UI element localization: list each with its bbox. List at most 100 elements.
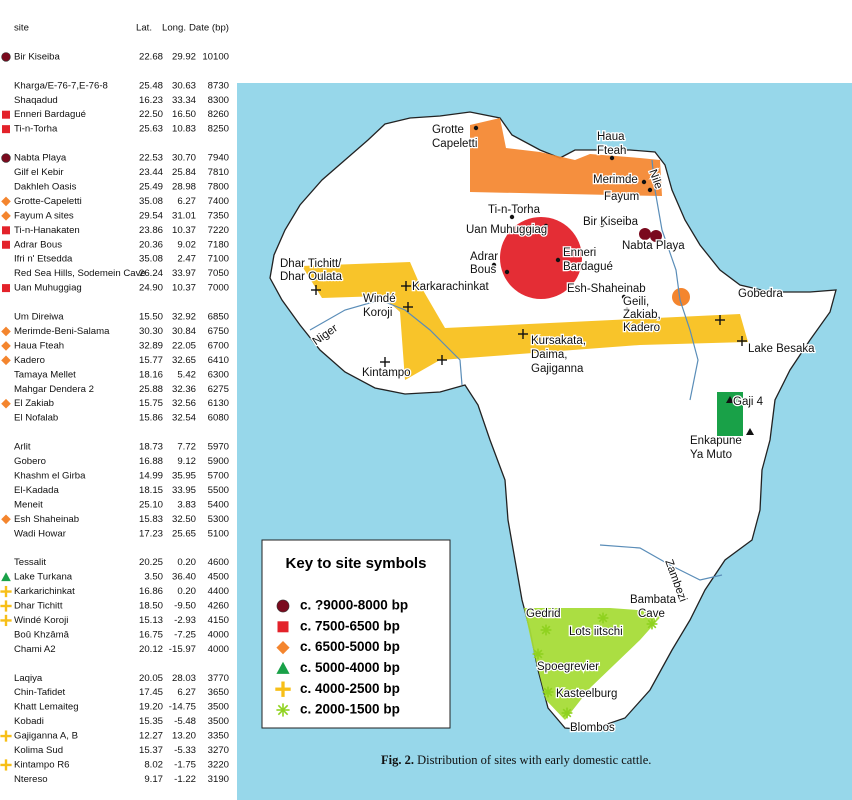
symbol-diamond	[1, 196, 11, 207]
map-label: Grotte	[432, 124, 464, 136]
table-cell: Khashm el Girba	[14, 470, 86, 481]
map-label: Merimde	[593, 174, 638, 186]
map-label: Dhar Oulata	[280, 271, 343, 283]
table-cell: 12.27	[139, 731, 163, 742]
symbol-circle	[1, 52, 11, 62]
table-cell: 6750	[208, 326, 229, 337]
table-cell: 4500	[208, 572, 229, 583]
table-cell: 22.53	[139, 153, 163, 164]
table-cell: 9.17	[144, 774, 163, 785]
symbol-cross	[4, 759, 8, 771]
table-cell: Tamaya Mellet	[14, 369, 76, 380]
table-cell: 30.70	[172, 153, 196, 164]
table-cell: 23.86	[139, 225, 163, 236]
table-cell: Laqiya	[14, 673, 43, 684]
symbol-cross	[4, 585, 8, 598]
orange-site	[672, 288, 690, 306]
table-cell: Nabta Playa	[14, 153, 67, 164]
table-cell: -7.25	[174, 629, 196, 640]
table-cell: 26.24	[139, 268, 164, 279]
symbol-diamond	[1, 355, 11, 366]
symbol-diamond	[276, 641, 290, 655]
table-cell: 20.05	[139, 673, 163, 684]
table-cell: 15.75	[139, 398, 163, 409]
table-cell: Shaqadud	[14, 95, 58, 106]
map-label: Esh-Shaheinab	[567, 283, 646, 295]
table-cell: 7000	[208, 283, 229, 294]
table-cell: Dakhleh Oasis	[14, 181, 77, 192]
table-cell: 32.36	[172, 384, 196, 395]
symbol-star	[533, 649, 543, 659]
table-cell: 8.02	[144, 759, 163, 770]
table-cell: 16.86	[139, 586, 163, 597]
symbol-diamond	[1, 196, 11, 207]
symbol-diamond	[1, 341, 11, 351]
table-cell: 29.54	[139, 210, 164, 221]
table-cell: 24.90	[139, 283, 163, 294]
table-cell: 22.05	[172, 340, 196, 351]
table-cell: Wadi Howar	[14, 528, 67, 539]
map-label: Spoegrevier	[537, 661, 599, 673]
symbol-cross	[275, 681, 291, 697]
site-dot	[491, 262, 497, 268]
map-label: Bardagué	[563, 261, 613, 273]
symbol-square	[2, 110, 10, 119]
table-cell: 33.97	[172, 268, 196, 279]
symbol-cross	[0, 730, 12, 742]
table-cell: Um Direiwa	[14, 312, 64, 323]
symbol-cross	[0, 614, 12, 627]
map-label: Dhar Tichitt/	[280, 258, 342, 270]
map-label: Koroji	[363, 307, 392, 319]
map-label: Geili,	[623, 296, 649, 308]
symbol-square	[2, 125, 10, 134]
map-label: Capeletti	[432, 138, 477, 150]
table-cell: 32.92	[172, 312, 196, 323]
table-cell: Karkarichinkat	[14, 586, 75, 597]
table-cell: El-Kadada	[14, 485, 59, 496]
table-cell: Lake Turkana	[14, 572, 73, 583]
table-cell: Kharga/E-76-7,E-76-8	[14, 80, 108, 91]
symbol-square	[2, 226, 10, 235]
symbol-star	[540, 624, 552, 636]
table-cell: 32.50	[172, 514, 196, 525]
table-cell: 3770	[208, 673, 229, 684]
table-cell: 15.13	[139, 615, 163, 626]
symbol-cross	[0, 585, 12, 598]
symbol-cross	[0, 600, 12, 612]
table-header: Lat.	[136, 23, 152, 34]
table-cell: Khatt Lemaiteg	[14, 702, 79, 713]
symbol-triangle	[276, 661, 290, 674]
table-cell: 6275	[208, 384, 229, 395]
table-cell: 3270	[208, 745, 229, 756]
symbol-diamond	[1, 211, 11, 221]
table-cell: -15.97	[169, 644, 196, 655]
symbol-circle	[276, 599, 290, 613]
lime-zone	[524, 608, 665, 720]
site-dot	[641, 179, 647, 185]
table-cell: 17.45	[139, 687, 163, 698]
symbol-cross	[281, 681, 285, 697]
table-cell: Kadero	[14, 355, 45, 366]
table-cell: Arlit	[14, 442, 31, 453]
symbol-diamond	[1, 514, 11, 525]
table-cell: 33.95	[172, 485, 196, 496]
table-cell: 4600	[208, 557, 229, 568]
map-label: Uan Muhuggiag	[466, 224, 547, 236]
red-zone	[500, 217, 582, 299]
table-cell: 7350	[208, 210, 229, 221]
table-cell: Uan Muhuggiag	[14, 283, 82, 294]
key-box	[261, 539, 451, 729]
table-cell: 3.83	[177, 499, 196, 510]
table-cell: 25.65	[172, 528, 196, 539]
table-cell: 4400	[208, 586, 229, 597]
table-cell: -14.75	[169, 702, 196, 713]
site-dot	[624, 307, 630, 313]
symbol-triangle	[1, 572, 11, 582]
table-cell: 20.12	[139, 644, 163, 655]
table-cell: 36.40	[172, 572, 196, 583]
table-cell: 3500	[208, 716, 229, 727]
symbol-diamond	[1, 211, 11, 221]
site-dot	[621, 294, 627, 300]
table-cell: 18.15	[139, 485, 163, 496]
